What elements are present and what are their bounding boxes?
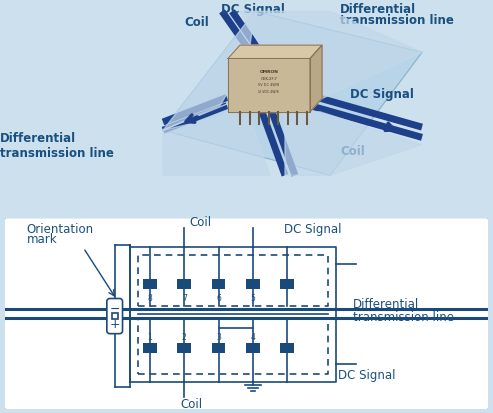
Text: OMRON: OMRON [259, 70, 279, 74]
Text: Differential: Differential [353, 297, 419, 310]
Text: mark: mark [27, 233, 57, 246]
Bar [211, 279, 225, 289]
Text: 5: 5 [250, 293, 255, 302]
Text: 2: 2 [182, 332, 187, 342]
Text: Coil: Coil [184, 17, 210, 29]
Text: Coil: Coil [180, 396, 202, 410]
Text: DC Signal: DC Signal [338, 368, 395, 381]
Polygon shape [163, 112, 270, 176]
Text: Coil: Coil [340, 145, 365, 158]
Text: +: + [109, 318, 120, 330]
Bar [177, 279, 191, 289]
Polygon shape [285, 112, 422, 176]
Polygon shape [228, 46, 322, 59]
Text: 6: 6 [216, 293, 221, 302]
Polygon shape [163, 12, 255, 131]
Text: DC Signal: DC Signal [350, 88, 414, 101]
Text: G6K-2F-Y: G6K-2F-Y [260, 77, 278, 81]
Bar [211, 344, 225, 354]
Text: transmission line: transmission line [340, 14, 454, 27]
Text: transmission line: transmission line [353, 310, 454, 323]
Text: 5V DC 4W/8: 5V DC 4W/8 [258, 83, 280, 87]
Bar [281, 279, 294, 289]
Text: 4: 4 [250, 332, 255, 342]
Polygon shape [240, 12, 422, 100]
Text: 7: 7 [182, 293, 187, 302]
Polygon shape [310, 46, 322, 112]
Text: Orientation: Orientation [27, 222, 94, 235]
Text: 12.VDC.4W/8: 12.VDC.4W/8 [258, 90, 280, 94]
Text: 3: 3 [216, 332, 221, 342]
Bar [112, 313, 118, 319]
FancyBboxPatch shape [4, 218, 489, 410]
Bar [143, 279, 157, 289]
Text: DC Signal: DC Signal [284, 222, 342, 235]
Bar [246, 344, 260, 354]
Text: Differential: Differential [0, 132, 76, 145]
Polygon shape [163, 104, 228, 131]
Text: transmission line: transmission line [0, 147, 114, 160]
Bar [143, 344, 157, 354]
Text: DC Signal: DC Signal [221, 3, 285, 16]
Bar [281, 344, 294, 354]
Text: 1: 1 [147, 332, 152, 342]
Text: −: − [109, 302, 120, 315]
FancyBboxPatch shape [107, 299, 123, 334]
Polygon shape [163, 12, 422, 176]
Bar [246, 279, 260, 289]
Text: 8: 8 [147, 293, 152, 302]
Polygon shape [228, 59, 310, 112]
Bar [177, 344, 191, 354]
Text: Coil: Coil [190, 215, 212, 228]
Text: Differential: Differential [340, 3, 416, 16]
